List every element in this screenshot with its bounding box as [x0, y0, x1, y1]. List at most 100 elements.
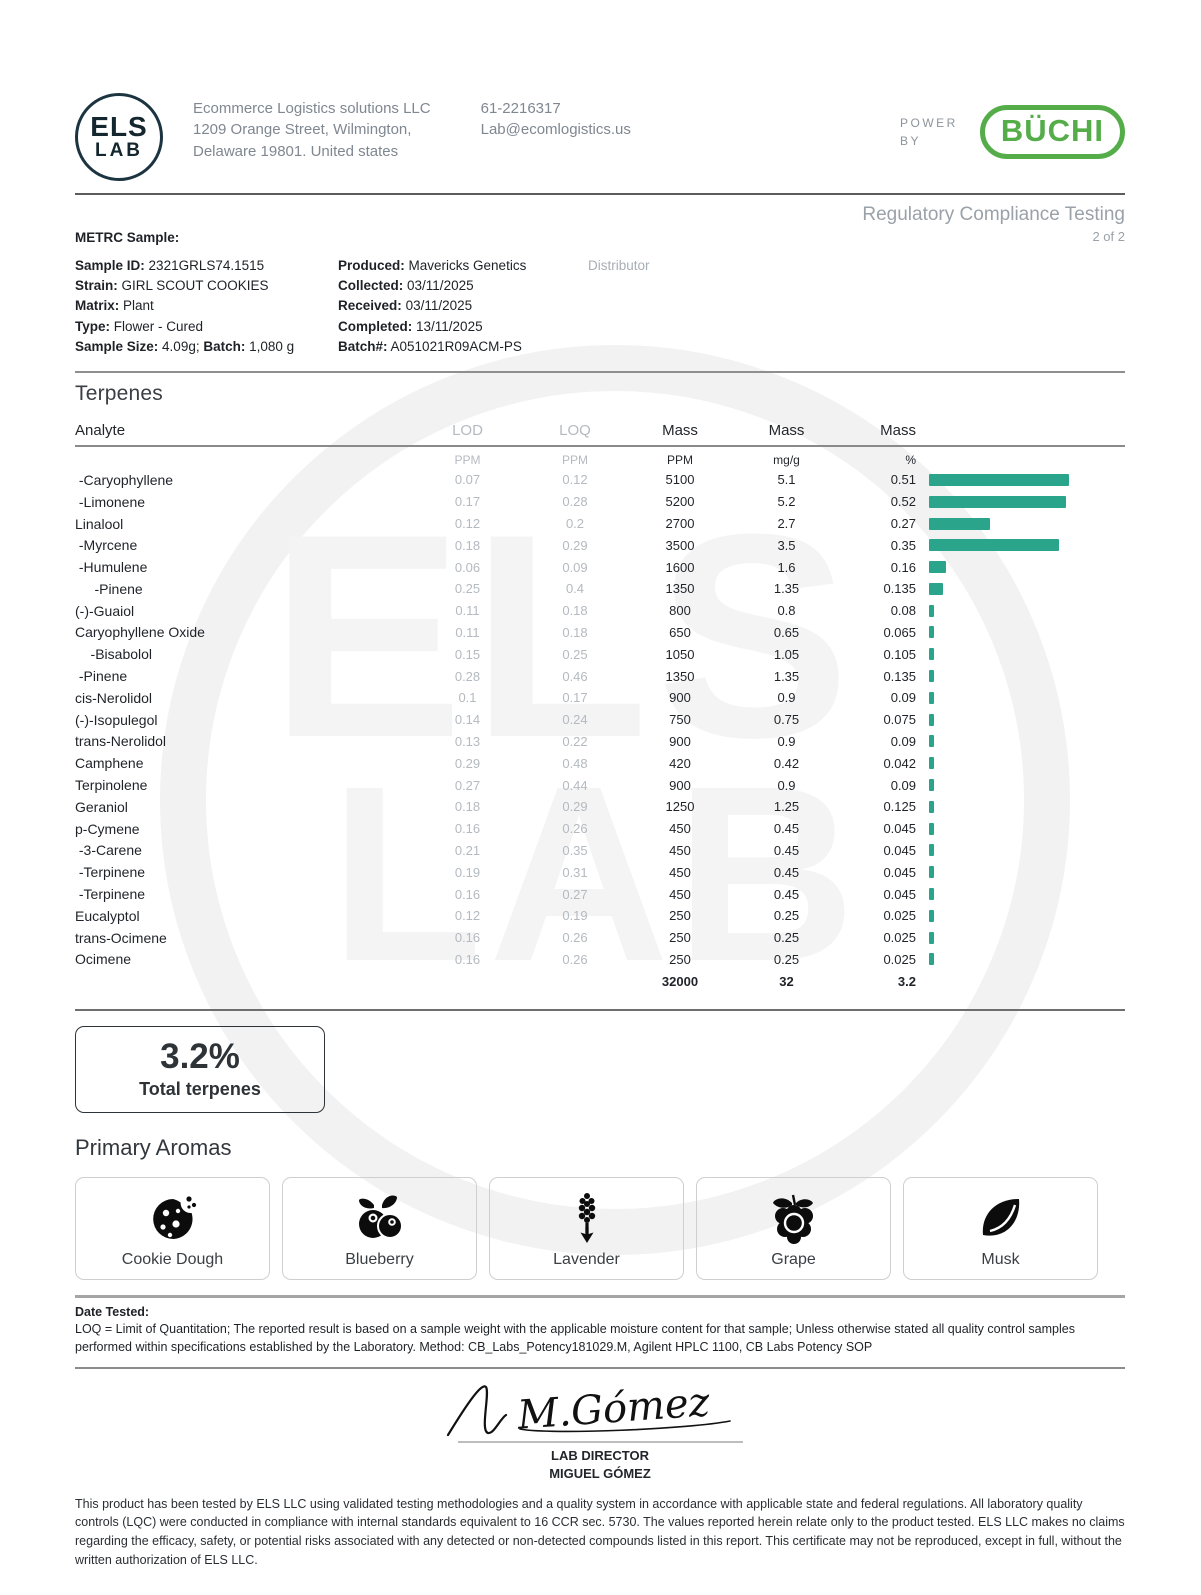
- terpene-cell-ppm: 450: [669, 864, 691, 880]
- terpene-mass-bar: [929, 953, 934, 966]
- terpene-totals-row: 32000 32 3.2: [75, 970, 1125, 992]
- terpene-bar-track: [916, 473, 1125, 486]
- terpene-cell-mgg: 0.9: [777, 733, 796, 749]
- terpene-row: -Terpinene 0.16 0.27 450 0.45 0.045: [75, 883, 1125, 905]
- total-ppm: 32000: [661, 973, 699, 989]
- terpene-cell-ppm: 1600: [665, 559, 695, 575]
- terpene-cell-lod: 0.16: [454, 886, 481, 902]
- terpene-bar-track: [916, 779, 1125, 792]
- terpene-cell-pct: 0.09: [890, 777, 916, 793]
- terpene-cell-mgg: 0.45: [773, 864, 800, 880]
- terpenes-heading: Terpenes: [75, 382, 163, 406]
- terpene-cell-name: -Terpinene: [75, 886, 146, 903]
- aroma-label: Grape: [771, 1251, 816, 1269]
- type-row: Type: Flower - Cured: [75, 317, 338, 337]
- terpene-bar-track: [916, 909, 1125, 922]
- terpene-table-header: Analyte LOD LOQ Mass Mass Mass: [75, 422, 1125, 439]
- terpene-cell-name: -Terpinene: [75, 864, 146, 881]
- received-label: Received:: [338, 298, 402, 314]
- terpene-cell-ppm: 900: [669, 733, 691, 749]
- terpene-cell-lod: 0.29: [454, 755, 481, 771]
- terpene-cell-lod: 0.16: [454, 930, 481, 946]
- terpene-row: Camphene 0.29 0.48 420 0.42 0.042: [75, 752, 1125, 774]
- buchi-logo-text: BÜCHI: [1000, 113, 1104, 148]
- terpene-cell-loq: 0.44: [562, 777, 588, 793]
- terpene-cell-lod: 0.18: [454, 799, 481, 815]
- total-pct: 3.2: [897, 973, 916, 989]
- terpene-row: -3-Carene 0.21 0.35 450 0.45 0.045: [75, 840, 1125, 862]
- collected-row: Collected: 03/11/2025: [338, 276, 588, 296]
- completed-value: 13/11/2025: [416, 318, 483, 334]
- terpene-row: cis-Nerolidol 0.1 0.17 900 0.9 0.09: [75, 687, 1125, 709]
- terpene-cell-lod: 0.12: [454, 516, 481, 531]
- col-header-mass-ppm: Mass: [662, 422, 698, 440]
- terpene-cell-loq: 0.25: [562, 646, 588, 662]
- metrc-heading: METRC Sample:: [75, 230, 180, 245]
- contact-info: 61-2216317 Lab@ecomlogistics.us: [481, 93, 631, 141]
- terpene-bar-track: [916, 844, 1125, 857]
- terpene-cell-name: (-)-Guaiol: [75, 602, 135, 619]
- terpene-row: trans-Ocimene 0.16 0.26 250 0.25 0.025: [75, 927, 1125, 949]
- col-header-bar-spacer: [916, 422, 1125, 439]
- produced-row: Produced: Mavericks Genetics: [338, 256, 588, 276]
- sample-id-row: Sample ID: 2321GRLS74.1515: [75, 256, 338, 276]
- terpene-bar-track: [916, 822, 1125, 835]
- terpene-cell-mgg: 0.75: [773, 712, 800, 728]
- header-right: POWER BY BÜCHI: [900, 93, 1125, 159]
- terpene-cell-loq: 0.17: [562, 690, 588, 706]
- type-label: Type:: [75, 318, 111, 334]
- terpene-mass-bar: [929, 561, 946, 574]
- terpene-row: -Humulene 0.06 0.09 1600 1.6 0.16: [75, 556, 1125, 578]
- terpene-cell-pct: 0.135: [883, 668, 916, 684]
- terpene-row: Terpinolene 0.27 0.44 900 0.9 0.09: [75, 774, 1125, 796]
- terpene-mass-bar: [929, 713, 934, 726]
- sample-size-row: Sample Size: 4.09g; Batch: 1,080 g: [75, 337, 338, 357]
- terpene-cell-loq: 0.28: [562, 494, 588, 510]
- batch-number-row: Batch#: A051021R09ACM-PS: [338, 337, 588, 357]
- buchi-logo: BÜCHI: [979, 105, 1125, 159]
- terpene-cell-pct: 0.09: [890, 733, 916, 749]
- terpene-mass-bar: [929, 691, 934, 704]
- terpene-cell-loq: 0.29: [562, 799, 588, 815]
- logo-text-lab: LAB: [94, 139, 144, 161]
- page-indicator: 2 of 2: [1092, 229, 1125, 244]
- terpene-cell-lod: 0.27: [454, 777, 481, 793]
- terpene-mass-bar: [929, 888, 934, 901]
- aroma-label: Cookie Dough: [121, 1251, 224, 1269]
- aroma-card-musk: Musk: [903, 1177, 1098, 1281]
- terpene-cell-ppm: 250: [669, 951, 691, 967]
- terpene-cell-loq: 0.4: [565, 581, 585, 597]
- received-value: 03/11/2025: [405, 298, 473, 314]
- sample-size-value: 4.09g;: [162, 338, 200, 354]
- terpene-table-body: -Caryophyllene 0.07 0.12 5100 5.1 0.51 -Limon…: [75, 469, 1125, 970]
- terpene-mass-bar: [929, 779, 934, 792]
- terpene-bar-track: [916, 931, 1125, 944]
- terpene-bar-track: [916, 735, 1125, 748]
- musk-icon: [973, 1178, 1029, 1251]
- header: ELS LAB Ecommerce Logistics solutions LL…: [75, 93, 1125, 181]
- terpene-bar-track: [916, 561, 1125, 574]
- terpene-cell-ppm: 800: [669, 603, 691, 619]
- terpene-cell-mgg: 0.9: [777, 777, 796, 793]
- company-address-1: 1209 Orange Street, Wilmington,: [193, 121, 412, 139]
- grape-icon: [766, 1178, 822, 1251]
- terpene-cell-ppm: 1250: [665, 799, 695, 815]
- terpene-mass-bar: [929, 604, 934, 617]
- terpene-cell-pct: 0.025: [883, 908, 916, 924]
- terpene-cell-ppm: 250: [669, 930, 691, 946]
- terpene-cell-loq: 0.48: [562, 755, 588, 771]
- terpene-cell-mgg: 1.35: [773, 668, 800, 684]
- total-mgg: 32: [779, 973, 794, 989]
- terpene-row: Linalool 0.12 0.2 2700 2.7 0.27: [75, 513, 1125, 535]
- col-header-analyte: Analyte: [75, 422, 126, 440]
- terpene-bar-track: [916, 517, 1125, 530]
- total-terpenes-value: 3.2%: [160, 1037, 240, 1077]
- terpene-cell-lod: 0.14: [454, 712, 481, 728]
- aroma-label: Musk: [981, 1251, 1020, 1269]
- unit-lod: PPM: [454, 453, 481, 468]
- terpene-cell-name: p-Cymene: [75, 820, 140, 837]
- strain-value: GIRL SCOUT COOKIES: [121, 278, 269, 294]
- matrix-row: Matrix: Plant: [75, 296, 338, 316]
- terpene-mass-bar: [929, 844, 934, 857]
- terpene-cell-mgg: 0.45: [773, 886, 800, 902]
